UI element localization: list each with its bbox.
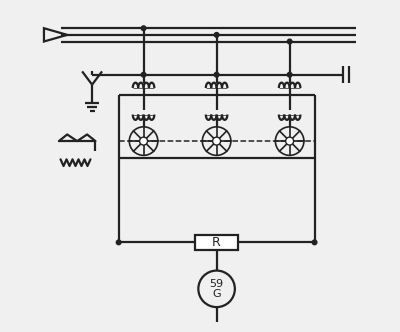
Text: 59: 59 bbox=[210, 279, 224, 289]
Text: R: R bbox=[212, 236, 221, 249]
Circle shape bbox=[287, 39, 292, 44]
Circle shape bbox=[140, 137, 148, 145]
Circle shape bbox=[287, 72, 292, 77]
Circle shape bbox=[141, 72, 146, 77]
Circle shape bbox=[214, 33, 219, 37]
Circle shape bbox=[213, 137, 220, 145]
FancyBboxPatch shape bbox=[195, 235, 238, 250]
Circle shape bbox=[286, 137, 294, 145]
Circle shape bbox=[312, 240, 317, 245]
Circle shape bbox=[141, 26, 146, 31]
Circle shape bbox=[214, 72, 219, 77]
Text: G: G bbox=[212, 290, 221, 299]
Circle shape bbox=[116, 240, 121, 245]
